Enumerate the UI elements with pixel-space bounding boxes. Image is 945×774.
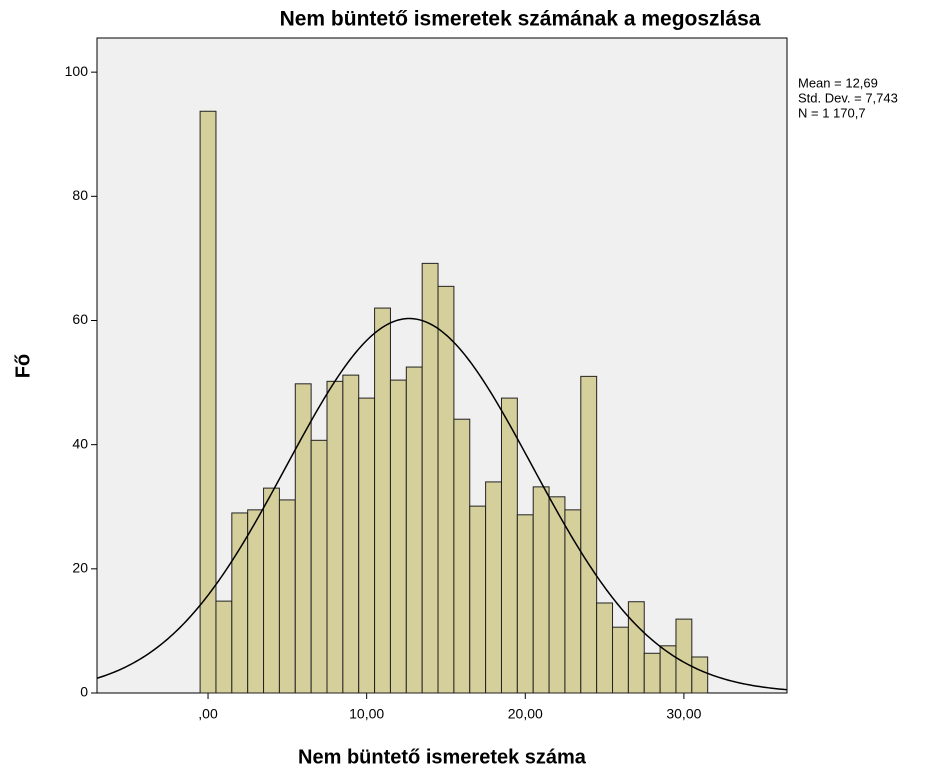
chart-title: Nem büntető ismeretek számának a megoszl… — [280, 8, 761, 31]
bar — [215, 600, 233, 694]
bar — [199, 110, 217, 694]
bar — [691, 656, 709, 694]
bar — [326, 380, 344, 694]
stat-n: N = 1 170,7 — [798, 105, 866, 120]
bar — [532, 486, 550, 694]
stat-mean: Mean = 12,69 — [798, 75, 878, 90]
bar — [342, 374, 360, 694]
bar — [580, 375, 598, 694]
y-tick-label: 60 — [72, 311, 88, 327]
bar — [643, 652, 661, 694]
bar — [516, 514, 534, 694]
bar — [437, 285, 455, 694]
bar — [596, 602, 614, 694]
stat-sd: Std. Dev. = 7,743 — [798, 90, 898, 105]
bar — [294, 383, 312, 694]
bar — [675, 618, 693, 694]
bar — [278, 499, 296, 694]
bar — [453, 418, 471, 694]
bar — [374, 307, 391, 694]
bar — [263, 487, 280, 694]
y-tick-label: 20 — [72, 560, 88, 576]
x-tick-label: 20,00 — [508, 706, 543, 722]
x-tick-label: 10,00 — [349, 706, 384, 722]
bar — [500, 397, 518, 694]
x-tick-label: ,00 — [198, 706, 218, 722]
normal-curve — [96, 317, 788, 691]
y-tick-label: 0 — [80, 684, 88, 700]
bar — [405, 366, 423, 694]
bar — [389, 379, 407, 694]
x-axis-title: Nem büntető ismeretek száma — [298, 746, 587, 768]
y-tick-label: 100 — [65, 63, 89, 79]
bar — [612, 626, 629, 694]
x-tick-label: 30,00 — [666, 706, 701, 722]
bar — [358, 397, 376, 694]
bar — [627, 601, 645, 694]
y-tick-label: 40 — [72, 435, 88, 451]
bar — [469, 505, 487, 694]
bar — [247, 509, 265, 694]
bar — [548, 496, 566, 694]
y-axis-title: Fő — [12, 354, 34, 378]
y-tick-label: 80 — [72, 187, 88, 203]
bar — [310, 439, 328, 694]
bar — [485, 481, 502, 694]
